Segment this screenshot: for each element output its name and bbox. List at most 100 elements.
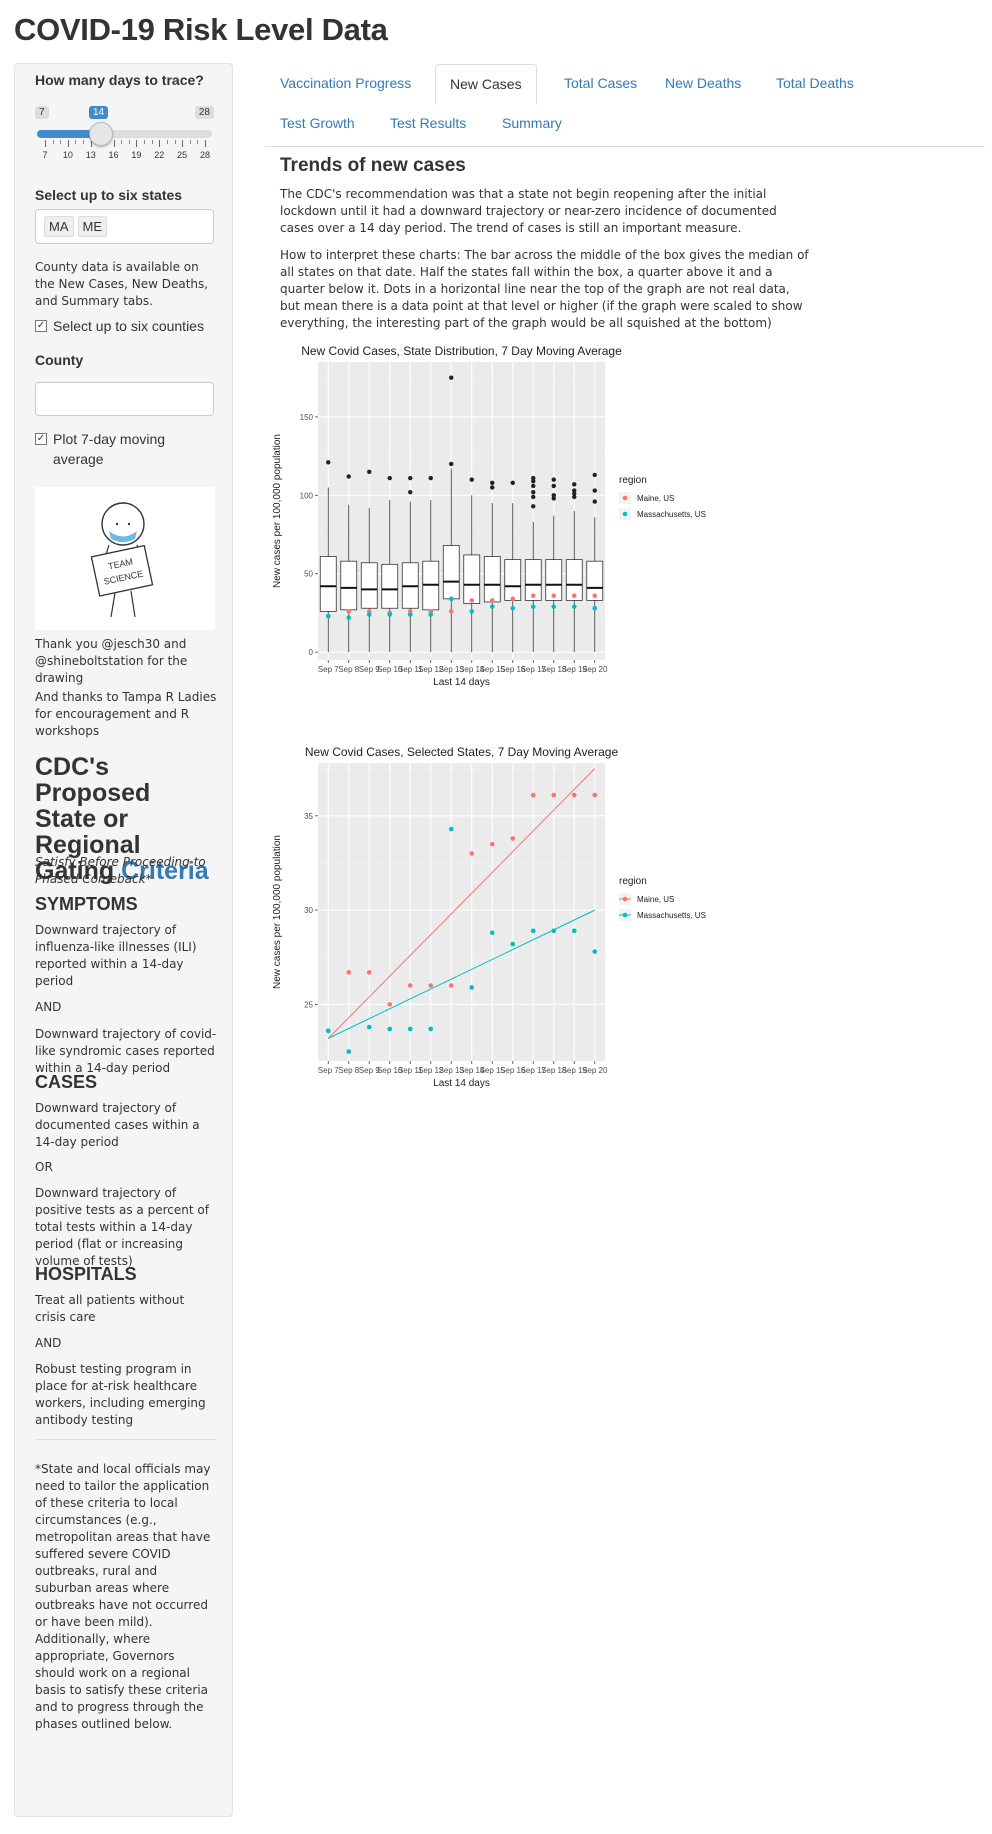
data-point — [387, 1002, 393, 1007]
x-tick-label: Sep 11 — [398, 1066, 423, 1075]
data-point — [571, 792, 577, 798]
and-text: AND — [35, 1000, 62, 1014]
data-point — [448, 596, 454, 602]
data-point — [428, 983, 434, 988]
box — [442, 545, 460, 600]
tab-new-deaths[interactable]: New Deaths — [665, 75, 742, 91]
slider-tick-label: 16 — [108, 150, 119, 160]
outlier-point — [551, 496, 556, 501]
cases-text-1: Downward trajectory of documented cases … — [35, 1101, 200, 1149]
outlier-point — [408, 475, 413, 481]
outlier-point — [592, 499, 597, 504]
x-tick-label: Sep 20 — [582, 1066, 608, 1075]
slider-ticks: 7 10 13 16 19 22 25 28 — [35, 140, 214, 160]
data-point — [366, 612, 372, 617]
days-slider[interactable]: 7 14 28 7 10 13 16 19 22 25 28 — [35, 106, 214, 166]
data-point — [325, 613, 331, 619]
slider-tick — [174, 140, 176, 144]
x-tick-label: Sep 13 — [439, 1066, 465, 1075]
data-point — [407, 983, 413, 988]
x-tick-label: Sep 9 — [359, 665, 380, 674]
outlier-point — [531, 475, 536, 481]
state-chip[interactable]: MA — [44, 216, 74, 237]
divider — [35, 1439, 217, 1440]
data-point — [346, 609, 352, 614]
county-input[interactable] — [35, 382, 214, 416]
y-tick-label: 50 — [304, 570, 313, 579]
data-point — [346, 615, 352, 620]
data-point — [592, 605, 598, 611]
slider-tick-label: 7 — [42, 150, 48, 160]
y-tick-label: 30 — [304, 906, 313, 915]
tab-test-growth[interactable]: Test Growth — [280, 115, 355, 131]
slider-tick-label: 19 — [131, 150, 142, 160]
state-select[interactable]: MA ME — [35, 209, 214, 244]
slider-track[interactable] — [37, 130, 212, 138]
outlier-point — [490, 480, 495, 485]
legend-label: Massachusetts, US — [637, 510, 706, 519]
data-point — [551, 593, 557, 598]
outlier-point — [449, 375, 454, 380]
slider-tick — [121, 140, 123, 144]
outlier-point — [408, 489, 413, 495]
plot-panel — [318, 763, 605, 1061]
slider-tick-label: 13 — [85, 150, 96, 160]
tab-total-cases[interactable]: Total Cases — [564, 75, 638, 91]
y-tick-label: 25 — [304, 1000, 313, 1009]
x-tick-label: Sep 20 — [582, 665, 608, 674]
legend-title: region — [619, 475, 647, 486]
box-plot-chart: New Covid Cases, State Distribution, 7 D… — [272, 344, 706, 688]
legend-swatch — [622, 896, 628, 902]
days-label: How many days to trace? — [35, 72, 204, 88]
or-text: OR — [35, 1160, 53, 1174]
sidebar-panel: How many days to trace? 7 14 28 7 10 13 16 1… — [14, 63, 233, 1817]
state-chip[interactable]: ME — [77, 216, 107, 237]
x-tick-label: Sep 8 — [338, 665, 359, 674]
data-point — [489, 841, 495, 847]
moving-average-label: Plot 7-day moving average — [53, 431, 166, 467]
outlier-point — [469, 477, 474, 482]
x-tick-label: Sep 12 — [418, 665, 444, 674]
data-point — [571, 604, 577, 609]
x-tick-label: Sep 15 — [480, 1066, 506, 1075]
x-tick-label: Sep 15 — [480, 665, 506, 674]
moving-average-checkbox-row[interactable]: ✓ Plot 7-day moving average — [35, 429, 217, 469]
counties-checkbox-row[interactable]: ✓ Select up to six counties — [35, 316, 217, 336]
x-tick-label: Sep 14 — [459, 1066, 485, 1075]
page-title: COVID-19 Risk Level Data — [14, 12, 388, 47]
outlier-point — [367, 469, 372, 474]
tabs-underline — [265, 146, 985, 147]
data-point — [346, 970, 352, 975]
x-tick-label: Sep 17 — [521, 1066, 547, 1075]
slider-tick — [75, 140, 77, 144]
data-point — [530, 604, 536, 609]
criteria-title: CDC's Proposed State or Regional Gating … — [35, 754, 217, 884]
outlier-point — [572, 488, 577, 493]
tab-vaccination-progress[interactable]: Vaccination Progress — [280, 75, 412, 91]
symptoms-text-1: Downward trajectory of influenza-like il… — [35, 923, 197, 988]
legend-swatch — [622, 495, 628, 501]
box — [565, 559, 583, 601]
slider-tick — [189, 140, 191, 144]
criteria-link[interactable]: Criteria — [121, 857, 209, 885]
slider-tick-label: 10 — [62, 150, 73, 160]
slider-handle[interactable] — [89, 122, 113, 146]
slider-tick — [159, 140, 161, 147]
x-tick-label: Sep 19 — [562, 665, 588, 674]
moving-average-checkbox[interactable]: ✓ — [35, 433, 47, 445]
x-tick-label: Sep 19 — [562, 1066, 588, 1075]
slider-tick — [128, 140, 130, 144]
data-point — [530, 593, 536, 598]
outlier-point — [592, 488, 597, 493]
data-point — [510, 836, 516, 841]
outlier-point — [572, 494, 577, 500]
tab-summary[interactable]: Summary — [502, 115, 562, 131]
tab-total-deaths[interactable]: Total Deaths — [776, 75, 854, 91]
outlier-point — [592, 472, 597, 478]
tab-new-cases[interactable]: New Cases — [435, 64, 537, 105]
tab-test-results[interactable]: Test Results — [390, 115, 467, 131]
slider-tick — [83, 140, 85, 144]
y-tick-label: 0 — [309, 648, 314, 657]
counties-checkbox[interactable]: ✓ — [35, 320, 47, 332]
y-axis-label: New cases per 100,000 population — [272, 835, 283, 989]
